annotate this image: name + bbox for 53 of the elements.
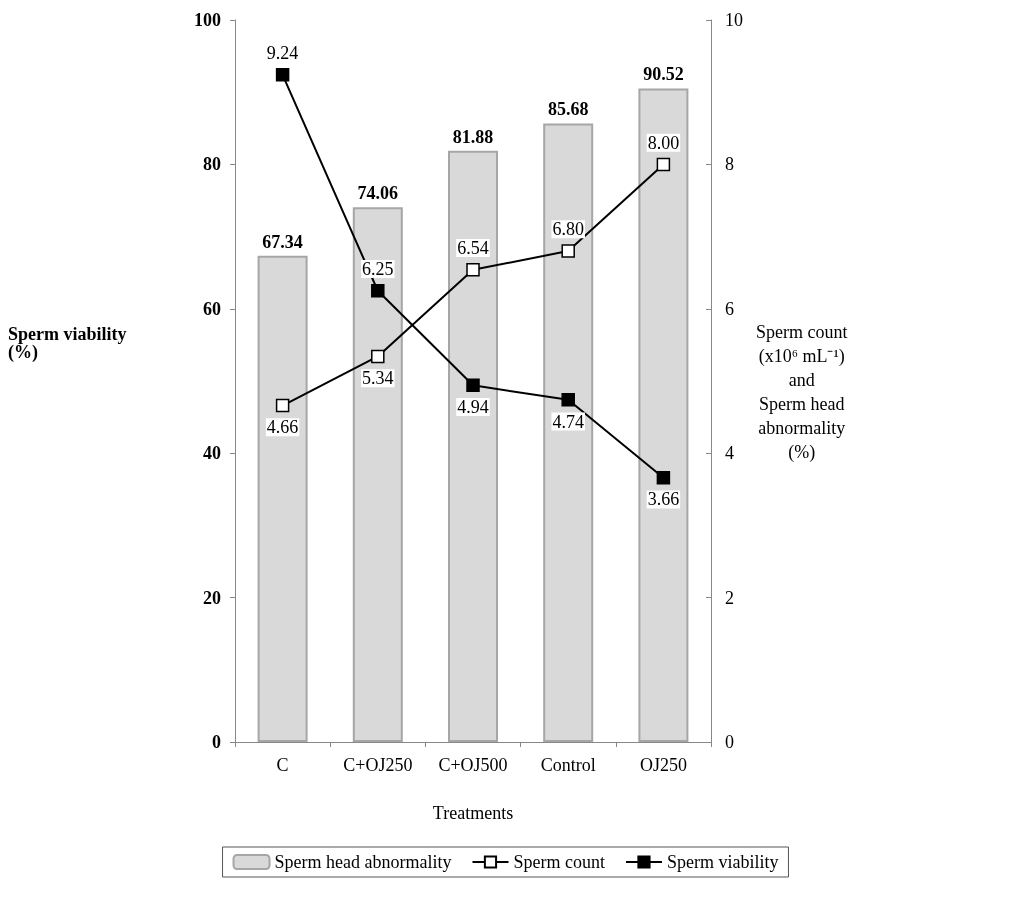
x-axis-title: Treatments: [432, 803, 514, 823]
point: [466, 378, 480, 393]
bar: [257, 255, 308, 742]
y-tick-label: 80: [203, 154, 221, 175]
x-tick-label: C: [276, 755, 289, 775]
point: [466, 263, 480, 277]
y2-axis-title: Sperm count (x10⁶ mL⁻¹) and Sperm head abnormality (%): [755, 322, 848, 463]
data-label: 74.06: [357, 183, 399, 204]
data-label: 8.00: [647, 132, 680, 153]
point: [561, 393, 575, 407]
data-label: 4.94: [457, 397, 489, 418]
x-tick-label: Control: [540, 755, 596, 775]
data-label: 3.66: [647, 489, 680, 510]
data-label: 4.66: [266, 417, 299, 438]
x-tick-label: C+OJ250: [343, 755, 413, 775]
point: [275, 68, 290, 82]
bar: [352, 207, 403, 742]
legend-label: Sperm head abnormality: [274, 852, 452, 872]
data-label: 9.24: [266, 43, 299, 64]
y2-tick-label: 4: [725, 443, 734, 464]
x-tick-label: C+OJ500: [438, 755, 508, 775]
bar: [638, 88, 689, 742]
data-label: 6.25: [362, 259, 394, 279]
point: [656, 157, 671, 172]
data-label: 67.34: [262, 231, 303, 252]
y2-tick-label: 6: [725, 298, 734, 319]
point: [371, 349, 385, 364]
data-label: 90.52: [643, 64, 684, 85]
y-tick-label: 100: [194, 10, 221, 30]
legend-label: Sperm count: [513, 852, 605, 872]
point: [275, 398, 290, 413]
point: [656, 471, 671, 485]
x-tick-label: OJ250: [639, 755, 687, 775]
point: [371, 284, 385, 298]
legend-label: Sperm viability: [666, 852, 779, 872]
y-tick-label: 60: [203, 298, 221, 319]
bar: [448, 150, 498, 742]
y2-tick-label: 2: [725, 587, 734, 608]
y-tick-label: 20: [203, 587, 221, 608]
data-label: 5.34: [362, 368, 394, 389]
y2-tick-label: 0: [725, 732, 734, 752]
data-label: 85.68: [547, 99, 589, 120]
data-label: 6.54: [457, 238, 489, 259]
y2-tick-label: 10: [725, 10, 743, 30]
y-axis-title: Sperm viability (%): [8, 324, 127, 363]
bar: [543, 123, 594, 742]
point: [561, 244, 575, 258]
data-label: 81.88: [452, 126, 494, 147]
y-tick-label: 40: [203, 443, 221, 464]
data-label: 4.74: [552, 411, 584, 432]
y-tick-label: 0: [212, 732, 221, 752]
data-label: 6.80: [552, 219, 584, 240]
y2-tick-label: 8: [725, 154, 734, 175]
